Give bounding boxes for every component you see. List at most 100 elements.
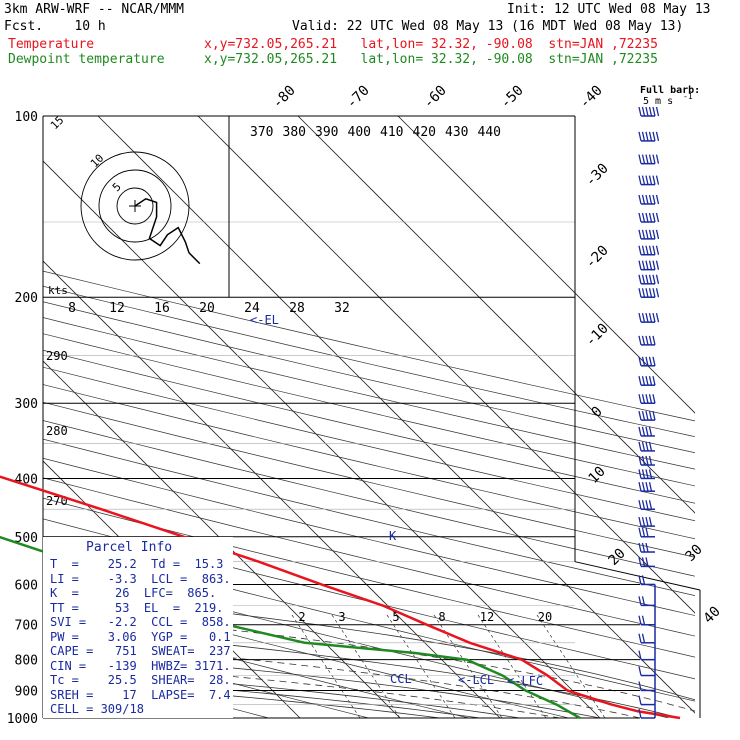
- wind-barb-flag: [645, 500, 649, 510]
- wind-barb-flag: [648, 455, 653, 466]
- mixing-ratio-line: [386, 614, 456, 718]
- mixing-ratio-label: 8: [438, 610, 445, 624]
- pressure-tick-label: 200: [15, 291, 38, 306]
- hodograph-ring: [116, 187, 154, 225]
- wind-barb-flag: [655, 212, 660, 223]
- wind-barb-flag: [648, 154, 653, 164]
- hodograph-ring: [98, 169, 172, 243]
- inset-axis-label: 16: [154, 301, 170, 316]
- wind-barb-flag: [638, 455, 642, 466]
- wind-barb-flag: [638, 212, 642, 223]
- isotherm-line: [97, 116, 695, 714]
- wind-barb-flag: [645, 194, 649, 205]
- pressure-tick-label: 800: [15, 654, 38, 669]
- wind-barb-flag: [648, 194, 653, 205]
- wind-barb-flag: [641, 482, 646, 492]
- wind-barb-flag: [641, 557, 646, 567]
- dewpoint-line: [0, 535, 581, 720]
- parcel-info-title: Parcel Info: [86, 540, 172, 555]
- temperature-line: [0, 475, 681, 720]
- wind-barb-flag: [648, 516, 653, 527]
- wind-barb-flag: [648, 245, 653, 255]
- wind-barb-flag: [652, 175, 656, 185]
- wind-barb-flag: [638, 596, 642, 606]
- mixing-ratio-label: 2: [298, 610, 305, 624]
- wind-barb-flag: [638, 482, 642, 492]
- wind-barb-flag: [641, 175, 646, 185]
- wind-barb-flag: [648, 410, 653, 421]
- wind-barb-flag: [655, 260, 660, 270]
- wind-barb: [638, 260, 660, 271]
- wind-barb-flag: [655, 131, 660, 142]
- wind-barb-flag: [648, 335, 653, 346]
- wind-barb-flag: [652, 106, 656, 117]
- wind-barb: [638, 229, 660, 240]
- theta-label: 440: [478, 125, 501, 140]
- wind-barb-flag: [638, 229, 642, 240]
- pressure-tick-label: 700: [15, 619, 38, 634]
- isotherm-label: -50: [498, 83, 527, 112]
- inset-axis-label: 28: [289, 301, 305, 316]
- wind-barb-flag: [641, 288, 646, 298]
- wind-barb-flag: [638, 708, 642, 719]
- wind-barb-flag: [641, 426, 646, 437]
- isotherm-line: [297, 116, 695, 514]
- wind-barb-flag: [641, 154, 646, 164]
- wind-barb-flag: [648, 212, 653, 223]
- parcel-info-row: CELL = 309/18: [50, 702, 144, 716]
- wind-barb-flag: [641, 516, 646, 527]
- wind-barb-flag: [641, 274, 646, 284]
- isotherm-line: [43, 160, 601, 718]
- wind-barb-flag: [648, 356, 653, 366]
- hodograph-ring: [80, 151, 190, 261]
- theta-label: 420: [413, 125, 436, 140]
- wind-barb-flag: [645, 394, 649, 404]
- wind-scale-units: 5 m s: [643, 96, 673, 107]
- wind-barb-flag: [641, 376, 646, 386]
- wind-barb-flag: [638, 516, 642, 527]
- wind-barb-flag: [641, 394, 646, 404]
- wind-barb: [638, 154, 660, 165]
- wind-barb-flag: [645, 356, 649, 366]
- wind-barb-flag: [638, 557, 642, 567]
- parcel-info-background: [43, 537, 233, 718]
- wind-barb-flag: [645, 557, 649, 567]
- parcel-info-row: PW = 3.06 YGP = 0.1: [50, 630, 231, 644]
- wind-barb-flag: [641, 335, 646, 346]
- lfc-marker: <-LFC: [507, 674, 543, 688]
- wind-barb-flag: [652, 356, 656, 366]
- valid-time: Valid: 22 UTC Wed 08 May 13 (16 MDT Wed …: [292, 20, 683, 34]
- wind-barb-flag: [655, 154, 660, 164]
- wind-barb-flag: [648, 441, 653, 452]
- wind-barb-flag: [641, 469, 646, 479]
- wind-barb-flag: [645, 527, 649, 537]
- wind-barb-flag: [641, 633, 646, 643]
- wind-barb-flag: [638, 288, 642, 298]
- wind-barb: [638, 500, 655, 510]
- wind-barb-flag: [652, 194, 656, 205]
- hodograph-trace: [134, 197, 190, 254]
- right-axis-slant: [574, 561, 701, 591]
- wind-barb-flag: [638, 356, 642, 366]
- wind-barb: [638, 469, 655, 480]
- wind-barb-flag: [648, 274, 653, 284]
- wind-barb-flag: [648, 376, 653, 386]
- wind-barb-flag: [645, 376, 649, 386]
- init-time: Init: 12 UTC Wed 08 May 13: [507, 3, 711, 17]
- wind-barb-flag: [638, 469, 642, 479]
- isotherm-line: [43, 360, 401, 718]
- wind-barb: [638, 596, 655, 607]
- wind-barb-flag: [652, 260, 656, 270]
- wind-barbs: Full barb:5 m s -1: [638, 85, 700, 719]
- wind-barb-flag: [641, 194, 646, 205]
- ccl-marker: CCL: [390, 672, 412, 686]
- wind-barb-flag: [652, 410, 656, 421]
- theta-label: 390: [315, 125, 338, 140]
- level-markers: <-EL CCL <-LCL <-LFC K: [43, 313, 543, 718]
- sounding-series: [0, 475, 681, 720]
- pressure-tick-label: 500: [15, 531, 38, 546]
- theta-label: 430: [445, 125, 468, 140]
- wind-barb-flag: [638, 175, 642, 185]
- wind-barb-flag: [648, 106, 653, 117]
- k-marker: K: [389, 529, 397, 543]
